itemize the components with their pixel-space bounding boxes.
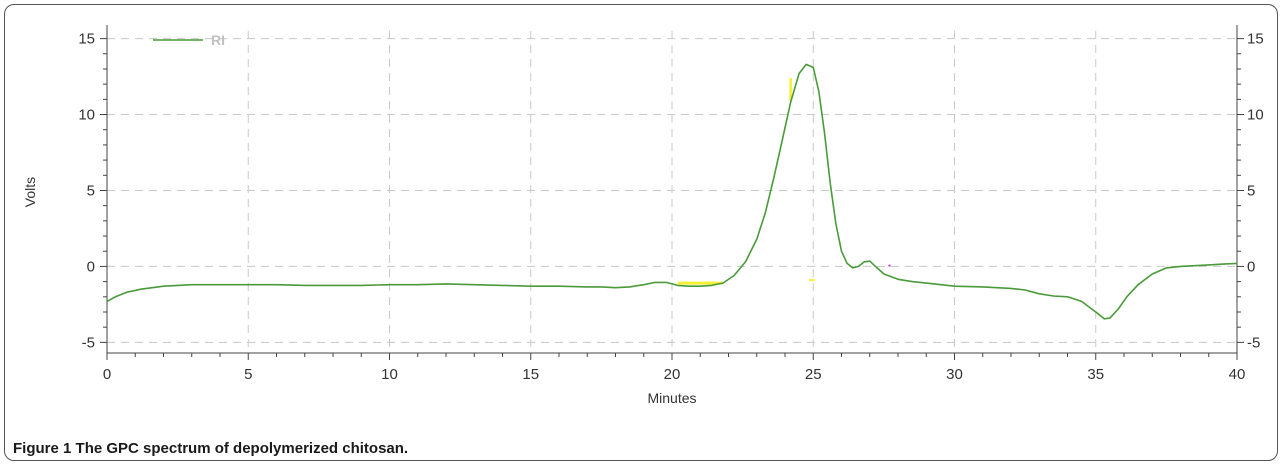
x-tick-label: 10 (381, 366, 398, 383)
y-tick-label-left: -5 (82, 334, 95, 351)
y-tick-label-right: 5 (1247, 182, 1255, 199)
legend-label: RI (211, 32, 225, 48)
x-tick-label: 30 (946, 366, 963, 383)
gpc-chart: -5 -5 0 0 5 5 10 10 15 15 0 5 10 15 20 25 30 35 40 RI Volt… (22, 25, 1264, 406)
y-tick-label-left: 15 (78, 31, 95, 48)
grid-lines (107, 31, 1237, 353)
figure-caption: Figure 1 The GPC spectrum of depolymeriz… (13, 440, 408, 457)
x-tick-label: 40 (1229, 366, 1246, 383)
caption-text: The GPC spectrum of depolymerized chitos… (75, 440, 409, 457)
integration-markers (677, 78, 891, 285)
y-axis-label: Volts (22, 177, 38, 207)
x-tick-label: 20 (664, 366, 681, 383)
magenta-marker (888, 264, 891, 267)
tick-labels: -5 -5 0 0 5 5 10 10 15 15 0 5 10 15 20 25 30 35 40 (78, 31, 1263, 383)
x-tick-label: 15 (522, 366, 539, 383)
figure-frame: -5 -5 0 0 5 5 10 10 15 15 0 5 10 15 20 25 30 35 40 RI Volt… (4, 4, 1278, 461)
x-tick-label: 5 (244, 366, 252, 383)
caption-label: Figure 1 (13, 440, 72, 457)
y-tick-label-left: 0 (87, 258, 95, 275)
y-tick-label-right: -5 (1247, 334, 1260, 351)
y-tick-label-right: 15 (1247, 31, 1264, 48)
y-tick-label-left: 10 (78, 107, 95, 124)
axes (100, 25, 1244, 360)
series-ri (106, 63, 1238, 320)
x-axis-label: Minutes (647, 390, 696, 406)
x-tick-label: 25 (805, 366, 822, 383)
y-tick-label-left: 5 (87, 182, 95, 199)
x-tick-label: 35 (1087, 366, 1104, 383)
legend: RI (153, 32, 225, 48)
y-tick-label-right: 10 (1247, 107, 1264, 124)
x-tick-label: 0 (103, 366, 111, 383)
series-line-ri (106, 63, 1238, 320)
y-tick-label-right: 0 (1247, 258, 1255, 275)
